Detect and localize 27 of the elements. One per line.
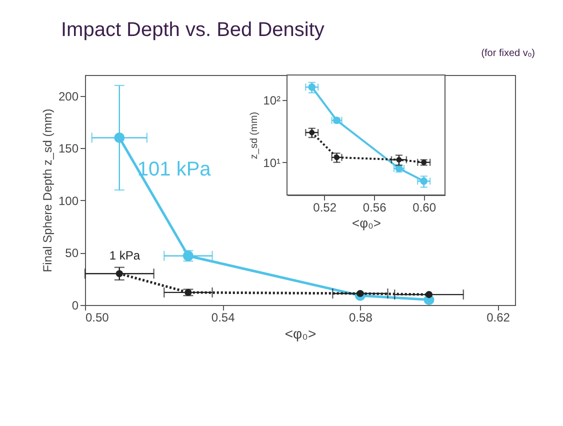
x-tick-label: 0.60 [412,200,436,214]
chart-title: Impact Depth vs. Bed Density [60,19,324,41]
chart-subtitle: (for fixed vₒ) [481,48,535,59]
y-axis-title: z_sd (mm) [249,112,260,160]
series-label: 101 kPa [137,158,212,181]
y-tick-label: 200 [58,89,79,104]
point [396,157,402,162]
x-tick-label: 0.58 [349,310,373,324]
y-tick-label: 10¹ [263,156,281,170]
point [309,130,315,136]
y-axis-title: Final Sphere Depth z_sd (mm) [40,108,54,272]
x-tick-label: 0.52 [313,200,337,214]
x-axis-title: <φ₀> [284,326,316,342]
y-tick-label: 150 [58,142,79,156]
series-label: 1 kPa [109,248,140,263]
y-tick-label: 10² [263,93,281,108]
x-tick-label: 0.62 [486,310,510,324]
x-tick-label: 0.50 [86,310,110,324]
point [334,154,340,160]
x-tick-label: 0.56 [362,200,387,214]
y-tick-label: 100 [58,194,79,208]
y-tick-label: 50 [65,246,79,260]
point [420,177,428,185]
point [308,83,316,91]
x-axis-title: <φ₀> [352,216,382,230]
x-tick-label: 0.54 [211,310,236,324]
y-tick-label: 0 [72,298,79,312]
